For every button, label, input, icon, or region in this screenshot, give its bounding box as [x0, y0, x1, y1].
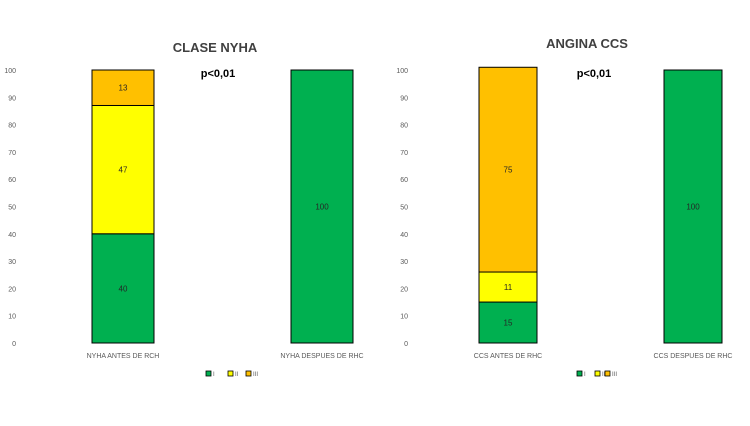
chart-title: ANGINA CCS	[546, 36, 628, 51]
bar-segment-i	[290, 69, 354, 344]
bar-segment-ii	[478, 271, 538, 303]
y-tick-label: 100	[396, 68, 408, 75]
y-tick-label: 40	[8, 232, 16, 239]
y-tick-label: 50	[400, 205, 408, 212]
bar-data-label: 75	[504, 166, 513, 175]
legend-swatch-iii	[604, 370, 611, 377]
bar-segment-i	[663, 69, 723, 344]
bar-data-label: 11	[504, 283, 513, 292]
y-tick-label: 90	[400, 95, 408, 102]
y-tick-label: 20	[8, 286, 16, 293]
y-tick-label: 30	[8, 259, 16, 266]
y-tick-label: 10	[8, 314, 16, 321]
bar-data-label: 40	[119, 284, 128, 293]
legend-swatch-i	[205, 370, 212, 377]
x-category-label: NYHA ANTES DE RCH	[87, 353, 160, 360]
y-tick-label: 0	[404, 341, 408, 348]
bar-data-label: 15	[504, 319, 513, 328]
legend-label: II	[235, 372, 239, 378]
legend-swatch-iii	[245, 370, 252, 377]
y-tick-label: 80	[400, 123, 408, 130]
legend-swatch-ii	[594, 370, 601, 377]
legend-label: III	[253, 372, 258, 378]
legend-swatch-ii	[227, 370, 234, 377]
bar-data-label: 47	[119, 166, 128, 175]
legend-label: II	[602, 372, 606, 378]
y-tick-label: 80	[8, 123, 16, 130]
bar-data-label: 100	[315, 203, 329, 212]
bar-segment-iii	[91, 69, 155, 106]
y-tick-label: 100	[4, 68, 16, 75]
chart-panel-1: CLASE NYHA p<0,01 0 10 20 30 40 50 60 70 80 90 100 40…	[4, 40, 363, 378]
y-tick-label: 70	[400, 150, 408, 157]
y-tick-label: 90	[8, 95, 16, 102]
chart-legend: I II III	[205, 370, 258, 378]
bar-segment-i	[91, 233, 155, 344]
y-tick-label: 40	[400, 232, 408, 239]
y-tick-label: 10	[400, 314, 408, 321]
y-tick-label: 50	[8, 205, 16, 212]
bar-segment-i	[478, 301, 538, 344]
y-tick-label: 0	[12, 341, 16, 348]
chart-panel-2: ANGINA CCS p<0,01 0 10 20 30 40 50 60 70 80 90 100 15…	[396, 36, 732, 378]
legend-swatch-i	[576, 370, 583, 377]
y-tick-label: 20	[400, 286, 408, 293]
p-value-annotation: p<0,01	[577, 68, 612, 80]
p-value-annotation: p<0,01	[201, 68, 236, 80]
y-tick-label: 60	[8, 177, 16, 184]
y-tick-label: 60	[400, 177, 408, 184]
x-category-label: NYHA DESPUES DE RHC	[280, 353, 363, 360]
bar-segment-iii	[478, 66, 538, 273]
legend-label: I	[213, 372, 215, 378]
bar-data-label: 13	[119, 84, 128, 93]
x-category-label: CCS ANTES DE RHC	[474, 353, 542, 360]
y-tick-label: 70	[8, 150, 16, 157]
chart-legend: I II III	[576, 370, 617, 378]
legend-label: III	[612, 372, 617, 378]
y-tick-label: 30	[400, 259, 408, 266]
bar-data-label: 100	[686, 203, 700, 212]
bar-segment-ii	[91, 104, 155, 235]
legend-label: I	[584, 372, 586, 378]
x-category-label: CCS DESPUES DE RHC	[654, 353, 733, 360]
chart-title: CLASE NYHA	[173, 40, 258, 55]
